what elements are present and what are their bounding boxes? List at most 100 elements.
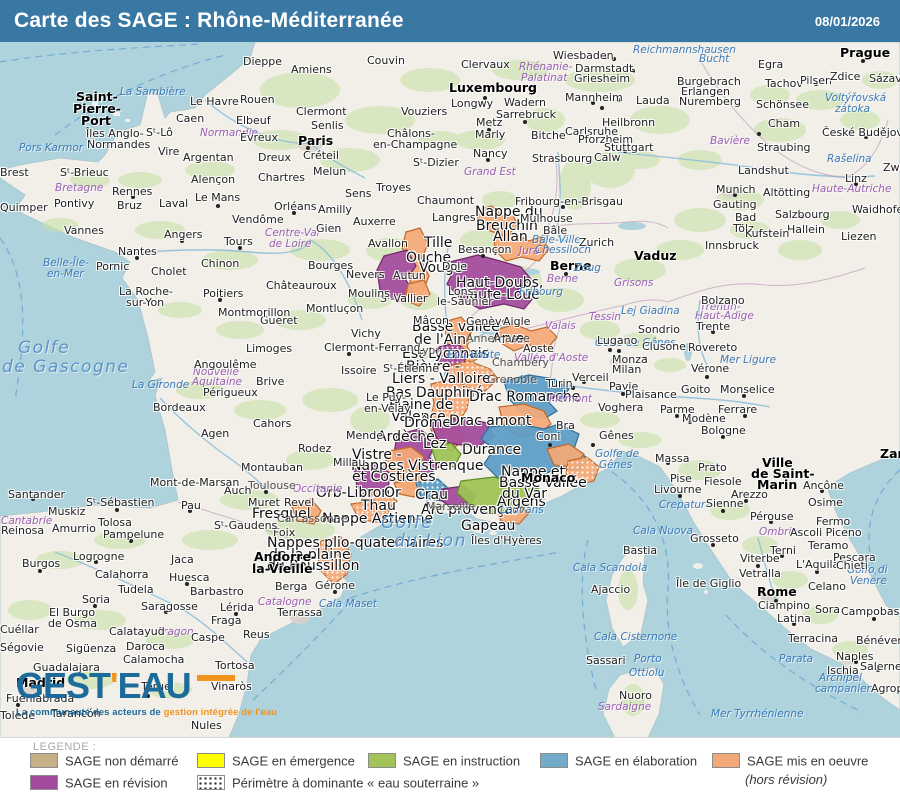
city-dot — [175, 405, 179, 409]
city-dot — [872, 617, 876, 621]
city-dot — [876, 668, 880, 672]
legend-item-label: SAGE en élaboration — [575, 753, 698, 769]
city-dot — [347, 352, 351, 356]
sage-region-orb-libron[interactable] — [353, 463, 392, 498]
sage-region-allan[interactable] — [493, 232, 550, 262]
header-date: 08/01/2026 — [814, 13, 880, 29]
city-dot — [582, 380, 586, 384]
city-dot — [548, 443, 552, 447]
legend-item-sublabel: (hors révision) — [745, 772, 828, 787]
city-dot — [94, 560, 98, 564]
legend-item: SAGE non démarré — [30, 752, 178, 769]
legend-swatch-hatched — [197, 775, 225, 791]
legend-item: SAGE en instruction — [368, 752, 521, 769]
city-dot — [705, 375, 709, 379]
city-dot — [561, 205, 565, 209]
legend-item-label: SAGE mis en oeuvre — [747, 753, 869, 769]
city-dot — [769, 520, 773, 524]
city-dot — [820, 489, 824, 493]
city-dot — [631, 69, 635, 73]
sage-region-vouge[interactable] — [404, 279, 431, 307]
legend-swatch — [30, 753, 58, 769]
city-dot — [135, 256, 139, 260]
legend-item: Périmètre à dominante « eau souterraine … — [197, 774, 480, 791]
city-dot — [612, 57, 616, 61]
city-dot — [721, 435, 725, 439]
legend-item-label: SAGE en émergence — [232, 753, 355, 769]
city-dot — [861, 59, 865, 63]
city-dot — [485, 324, 489, 328]
city-dot — [481, 254, 485, 258]
legend-swatch — [197, 753, 225, 769]
city-dot — [742, 394, 746, 398]
sage-region-lez[interactable] — [430, 442, 462, 468]
header: Carte des SAGE : Rhône-Méditerranée 08/0… — [0, 0, 900, 42]
sage-region-haut-doubs-haute-loue[interactable] — [446, 254, 536, 310]
sage-regions-layer — [290, 205, 600, 585]
city-dot — [711, 330, 715, 334]
city-dot — [292, 211, 296, 215]
city-dot — [600, 106, 604, 110]
city-dot — [129, 539, 133, 543]
base-map — [0, 42, 900, 737]
city-dot — [623, 149, 627, 153]
city-dot — [93, 604, 97, 608]
city-dot — [711, 543, 715, 547]
city-dot — [643, 356, 647, 360]
sage-region-nappe-du-breuchin[interactable] — [475, 205, 519, 237]
city-dot — [333, 590, 337, 594]
city-dot — [733, 193, 737, 197]
city-dot — [487, 128, 491, 132]
city-dot — [666, 461, 670, 465]
map-canvas[interactable]: Nappe du Breuchin Allan Tille Ouche Vouge Haut… — [0, 42, 900, 737]
city-dot — [38, 569, 42, 573]
city-dot — [591, 101, 595, 105]
legend-item: SAGE mis en oeuvre (hors révision) — [712, 752, 869, 787]
city-dot — [164, 610, 168, 614]
city-dot — [744, 499, 748, 503]
maritime-boundaries — [0, 43, 900, 716]
city-dot — [743, 414, 747, 418]
legend-swatch — [712, 753, 740, 769]
city-dot — [216, 204, 220, 208]
city-dot — [814, 82, 818, 86]
legend-item-label: SAGE en instruction — [403, 753, 521, 769]
legend-title: LEGENDE : — [33, 741, 97, 753]
legend-swatch — [540, 753, 568, 769]
city-dot — [721, 509, 725, 513]
legend-item-label: Périmètre à dominante « eau souterraine … — [232, 775, 480, 791]
city-dots-layer — [16, 55, 880, 707]
sage-region-fresquel[interactable] — [290, 498, 322, 525]
sage-region-argens[interactable] — [456, 476, 540, 515]
city-dot — [756, 564, 760, 568]
legend-item: SAGE en révision — [30, 774, 168, 791]
city-dot — [792, 622, 796, 626]
city-dot — [486, 158, 490, 162]
city-dot — [131, 195, 135, 199]
city-dot — [678, 494, 682, 498]
city-dot — [780, 554, 784, 558]
sage-region-arve[interactable] — [496, 323, 558, 352]
city-dot — [564, 272, 568, 276]
groundwater-hatch — [351, 501, 389, 523]
city-dot — [815, 570, 819, 574]
city-dot — [238, 246, 242, 250]
city-dot — [31, 497, 35, 501]
city-dot — [188, 509, 192, 513]
city-dot — [483, 96, 487, 100]
city-dot — [185, 582, 189, 586]
city-dot — [854, 182, 858, 186]
city-dot — [774, 599, 778, 603]
city-dot — [621, 392, 625, 396]
city-dot — [617, 349, 621, 353]
forest-texture — [8, 60, 898, 716]
city-dot — [608, 348, 612, 352]
city-dot — [180, 239, 184, 243]
page-title: Carte des SAGE : Rhône-Méditerranée — [14, 9, 404, 32]
city-dot — [146, 694, 150, 698]
city-dot — [864, 135, 868, 139]
legend-swatch — [30, 775, 58, 791]
legend-item: SAGE en émergence — [197, 752, 355, 769]
city-dot — [34, 695, 38, 699]
legend-item-label: SAGE en révision — [65, 775, 168, 791]
